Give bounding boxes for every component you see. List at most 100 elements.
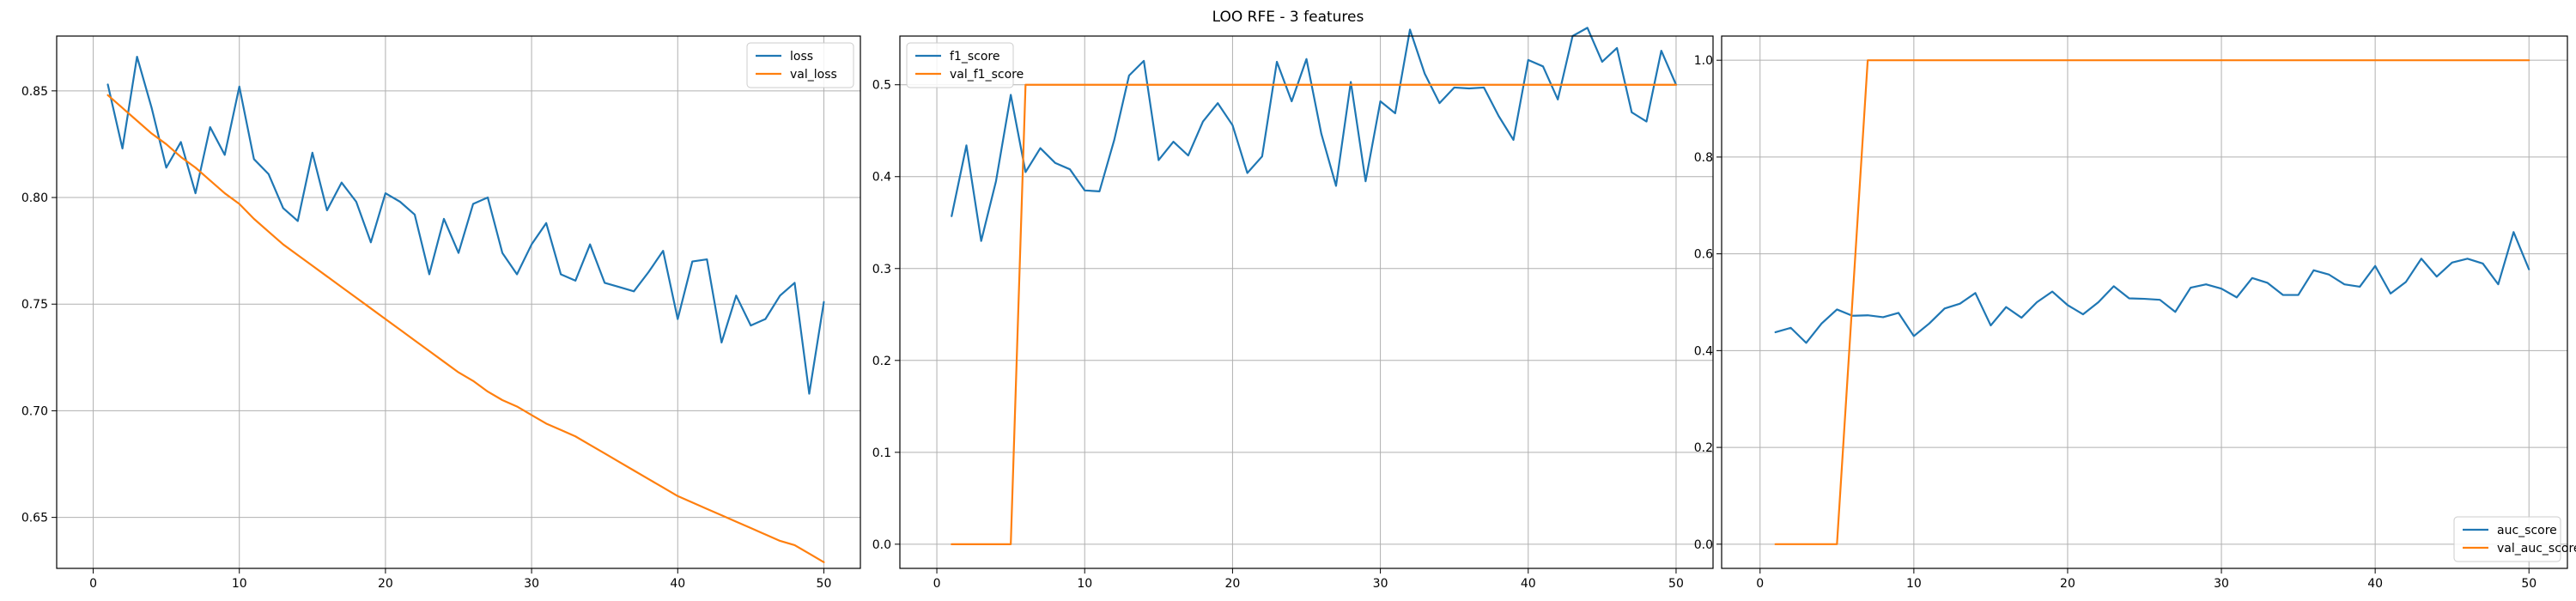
data-point-val_f1_score [964, 543, 968, 546]
series-line-loss [106, 55, 825, 395]
data-point-val_f1_score [1541, 83, 1545, 87]
data-point-val_f1_score [1334, 83, 1338, 87]
data-point-f1_score [1024, 170, 1027, 173]
data-point-val_auc_score [1835, 543, 1838, 546]
data-point-val_f1_score [1660, 83, 1663, 87]
data-point-loss [486, 196, 489, 199]
data-point-loss [325, 209, 329, 212]
data-point-f1_score [1290, 100, 1293, 103]
data-point-val_loss [311, 264, 314, 268]
y-tick-label: 0.1 [872, 446, 891, 460]
data-point-auc_score [2482, 262, 2485, 265]
data-point-val_loss [530, 413, 533, 416]
legend: f1_score val_f1_score [906, 42, 1024, 88]
data-point-auc_score [1989, 324, 1992, 327]
data-point-auc_score [2373, 264, 2377, 268]
data-point-loss [223, 153, 227, 156]
data-point-val_auc_score [2466, 58, 2470, 62]
data-point-val_loss [471, 379, 475, 383]
data-point-val_auc_score [2204, 58, 2208, 62]
data-point-auc_score [1820, 322, 1823, 325]
data-point-auc_score [1959, 302, 1962, 306]
data-point-val_f1_score [1230, 83, 1234, 87]
data-point-val_loss [355, 296, 358, 300]
data-point-loss [588, 243, 592, 246]
data-point-val_auc_score [2435, 58, 2439, 62]
y-tick-label: 0.80 [21, 191, 48, 205]
data-point-auc_score [2204, 282, 2208, 286]
legend-label: loss [790, 50, 813, 64]
data-point-val_loss [763, 533, 767, 537]
data-point-val_f1_score [1601, 83, 1604, 87]
data-point-val_auc_score [2050, 58, 2054, 62]
data-point-auc_score [1943, 307, 1947, 310]
data-point-val_f1_score [1142, 83, 1145, 87]
data-point-val_loss [136, 119, 139, 123]
data-point-loss [617, 285, 621, 288]
data-point-f1_score [1467, 87, 1471, 90]
data-point-auc_score [1912, 334, 1916, 337]
y-tick-label: 0.2 [1694, 441, 1713, 455]
data-point-f1_score [1083, 189, 1086, 192]
data-point-val_auc_score [2482, 58, 2485, 62]
axes-frame [56, 35, 861, 569]
data-point-val_f1_score [1290, 83, 1293, 87]
data-point-loss [252, 157, 256, 161]
data-point-auc_score [1928, 322, 1931, 325]
data-point-auc_score [2189, 286, 2192, 289]
data-point-val_auc_score [2266, 58, 2269, 62]
chart-1: 0 10 20 30 40 50 0.65 0.70 0.75 0.80 0.85 loss val_l… [21, 35, 861, 591]
y-tick-label: 0.4 [1694, 344, 1713, 358]
data-point-val_f1_score [1127, 83, 1131, 87]
data-point-val_loss [822, 561, 825, 564]
data-point-val_f1_score [1083, 83, 1086, 87]
data-point-val_auc_score [1774, 543, 1777, 546]
data-point-val_auc_score [2342, 58, 2346, 62]
data-point-val_loss [676, 495, 679, 498]
axes-frame [899, 35, 1714, 569]
data-point-val_loss [807, 552, 811, 555]
data-point-val_f1_score [1586, 83, 1589, 87]
data-point-val_f1_score [1305, 83, 1309, 87]
data-point-loss [515, 272, 519, 276]
y-tick-label: 0.85 [21, 85, 48, 99]
data-point-val_f1_score [950, 543, 953, 546]
data-point-val_loss [106, 94, 110, 97]
chart-2: 0 10 20 30 40 50 0.0 0.1 0.2 0.3 0.4 0.5 f1_scoreval… [872, 26, 1714, 591]
y-tick-label: 0.65 [21, 512, 48, 525]
data-point-auc_score [2251, 276, 2254, 280]
legend: auc_score val_auc_score [2453, 516, 2576, 562]
data-point-val_loss [515, 404, 519, 408]
data-point-val_auc_score [2173, 58, 2177, 62]
data-point-f1_score [1586, 26, 1589, 29]
data-point-val_f1_score [1039, 83, 1042, 87]
data-point-val_loss [690, 501, 694, 504]
data-point-loss [296, 219, 300, 222]
x-tick-label: 10 [232, 577, 247, 591]
data-point-auc_score [1835, 307, 1838, 311]
data-point-val_loss [544, 422, 548, 425]
x-tick-label: 40 [670, 577, 685, 591]
legend-label: val_loss [790, 68, 837, 82]
data-point-auc_score [2512, 230, 2515, 234]
data-point-val_loss [369, 307, 373, 310]
y-tick-label: 0.2 [872, 355, 891, 368]
data-point-loss [603, 281, 606, 284]
data-point-loss [165, 166, 168, 169]
data-point-f1_score [1601, 60, 1604, 64]
data-point-val_f1_score [1320, 83, 1323, 87]
data-point-val_auc_score [2297, 58, 2300, 62]
data-point-loss [530, 243, 533, 246]
data-point-loss [471, 202, 475, 205]
data-point-f1_score [1423, 72, 1426, 76]
data-point-auc_score [1774, 331, 1777, 334]
data-point-val_f1_score [1187, 83, 1190, 87]
y-tick-label: 0.75 [21, 298, 48, 312]
data-point-f1_score [1054, 161, 1057, 165]
y-tick-label: 0.4 [872, 171, 891, 185]
data-point-val_loss [150, 132, 154, 136]
chart-3: 0 10 20 30 40 50 0.0 0.2 0.4 0.6 0.8 1.0 auc_scoreva… [1694, 35, 2576, 591]
data-point-auc_score [2266, 281, 2269, 284]
y-tick-label: 0.6 [1694, 248, 1713, 262]
data-point-val_f1_score [1556, 83, 1559, 87]
